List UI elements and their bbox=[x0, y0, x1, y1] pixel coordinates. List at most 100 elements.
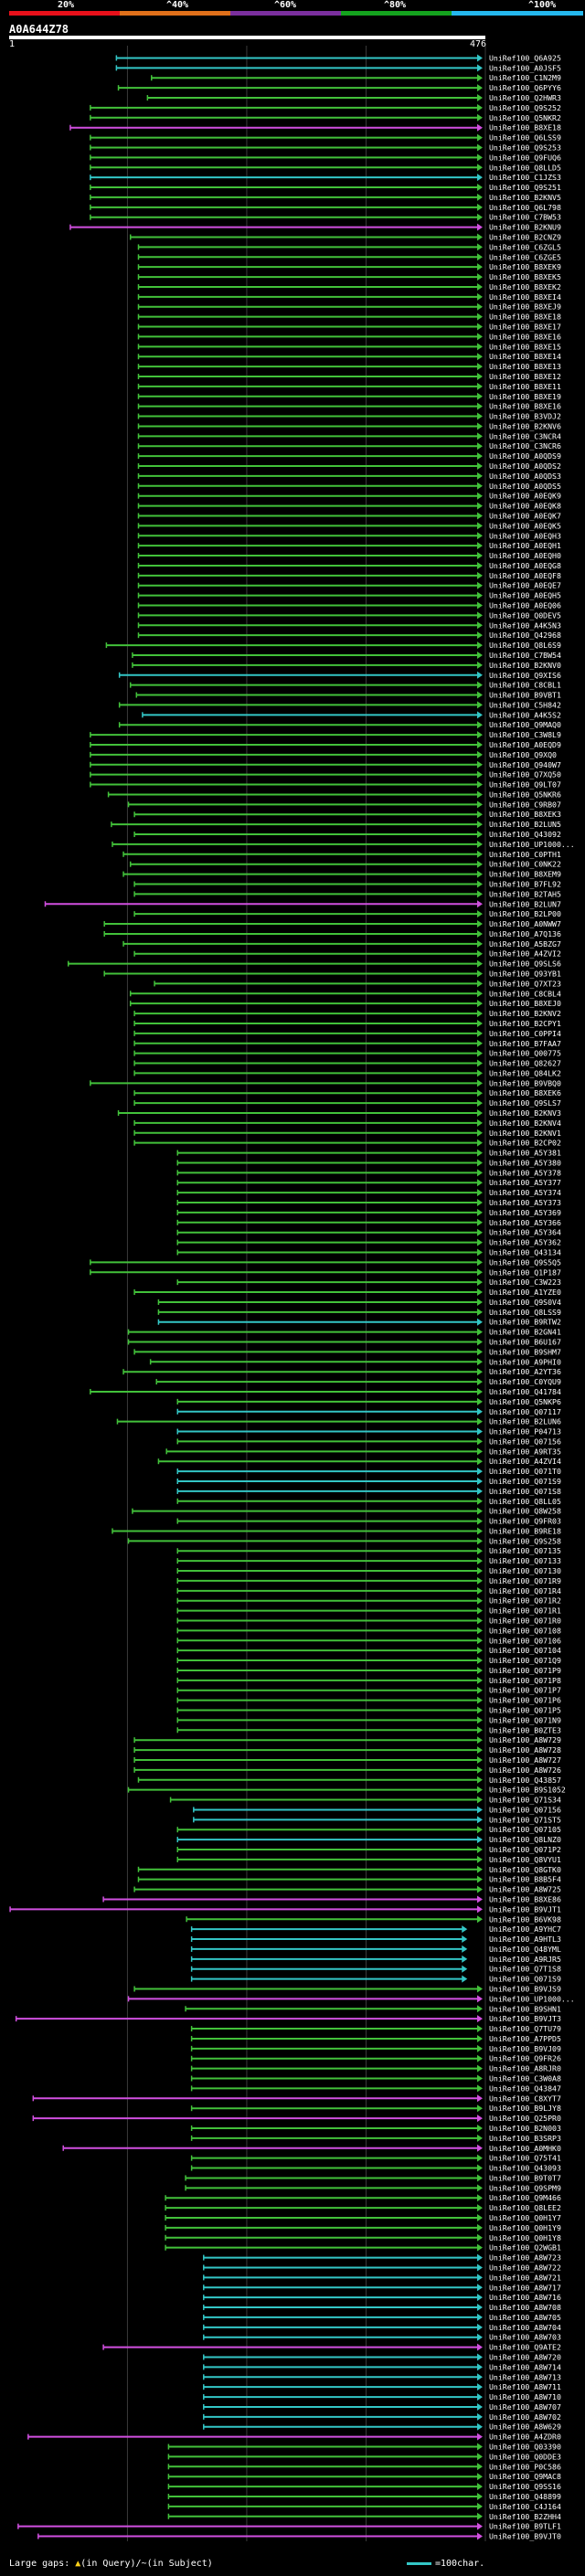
hit-row[interactable]: UniRef100_Q0H1Y8 bbox=[165, 2233, 561, 2242]
hit-row[interactable]: UniRef100_Q9MAC8 bbox=[167, 2472, 561, 2481]
hit-label[interactable]: UniRef100_Q071R9 bbox=[489, 1576, 561, 1585]
hit-row[interactable]: UniRef100_B2ZHH4 bbox=[167, 2512, 561, 2521]
hit-row[interactable]: UniRef100_A8W714 bbox=[203, 2362, 561, 2371]
hit-row[interactable]: UniRef100_A8W723 bbox=[203, 2253, 561, 2263]
hit-label[interactable]: UniRef100_B0ZTE3 bbox=[489, 1725, 561, 1734]
hit-label[interactable]: UniRef100_Q9M466 bbox=[489, 2193, 561, 2202]
hit-label[interactable]: UniRef100_C7BW54 bbox=[489, 651, 561, 660]
hit-row[interactable]: UniRef100_C0PPI4 bbox=[133, 1029, 561, 1038]
hit-label[interactable]: UniRef100_A5Y377 bbox=[489, 1178, 561, 1187]
hit-row[interactable]: UniRef100_A8W716 bbox=[203, 2293, 561, 2302]
hit-row[interactable]: UniRef100_Q9LT07 bbox=[90, 780, 561, 790]
hit-row[interactable]: UniRef100_B8XE13 bbox=[137, 362, 561, 371]
hit-row[interactable]: UniRef100_Q071N9 bbox=[176, 1715, 561, 1724]
hit-label[interactable]: UniRef100_A0QDS3 bbox=[489, 472, 561, 481]
hit-label[interactable]: UniRef100_UP1000... bbox=[489, 840, 575, 849]
hit-row[interactable]: UniRef100_B9SHN1 bbox=[185, 2004, 561, 2013]
hit-label[interactable]: UniRef100_B9RE18 bbox=[489, 1526, 561, 1535]
hit-row[interactable]: UniRef100_Q07104 bbox=[176, 1646, 561, 1655]
hit-row[interactable]: UniRef100_A5Y362 bbox=[176, 1238, 561, 1247]
hit-row[interactable]: UniRef100_Q9SPM9 bbox=[185, 2183, 561, 2192]
hit-label[interactable]: UniRef100_B8XEK3 bbox=[489, 810, 561, 819]
hit-label[interactable]: UniRef100_C0YQU9 bbox=[489, 1377, 561, 1386]
hit-label[interactable]: UniRef100_B2KNU9 bbox=[489, 223, 561, 232]
hit-row[interactable]: UniRef100_B2KNV2 bbox=[133, 1009, 561, 1018]
hit-row[interactable]: UniRef100_A0EQH0 bbox=[137, 551, 561, 560]
hit-row[interactable]: UniRef100_B8XEK9 bbox=[137, 262, 561, 271]
hit-row[interactable]: UniRef100_Q7XT23 bbox=[154, 979, 561, 988]
hit-label[interactable]: UniRef100_A2YT36 bbox=[489, 1367, 561, 1376]
hit-label[interactable]: UniRef100_B9VJT1 bbox=[489, 1904, 561, 1913]
hit-label[interactable]: UniRef100_A0EQH0 bbox=[489, 551, 561, 560]
hit-row[interactable]: UniRef100_B2KNV1 bbox=[133, 1129, 561, 1138]
hit-row[interactable]: UniRef100_Q07130 bbox=[176, 1566, 561, 1575]
hit-row[interactable]: UniRef100_B9LJY8 bbox=[190, 2104, 561, 2113]
hit-label[interactable]: UniRef100_Q7XT23 bbox=[489, 979, 561, 988]
hit-row[interactable]: UniRef100_Q8W258 bbox=[132, 1507, 561, 1516]
hit-label[interactable]: UniRef100_Q43857 bbox=[489, 1776, 561, 1785]
hit-label[interactable]: UniRef100_Q9MAC8 bbox=[489, 2472, 561, 2481]
hit-label[interactable]: UniRef100_A8W729 bbox=[489, 1735, 561, 1744]
hit-label[interactable]: UniRef100_B8XE18 bbox=[489, 313, 561, 322]
hit-label[interactable]: UniRef100_Q9S252 bbox=[489, 103, 561, 112]
hit-label[interactable]: UniRef100_B9S1052 bbox=[489, 1786, 566, 1795]
hit-row[interactable]: UniRef100_Q43093 bbox=[190, 2164, 561, 2173]
hit-row[interactable]: UniRef100_Q71S34 bbox=[169, 1796, 561, 1805]
hit-row[interactable]: UniRef100_B8XE11 bbox=[137, 382, 561, 391]
hit-label[interactable]: UniRef100_Q0DDE3 bbox=[489, 2452, 561, 2461]
hit-row[interactable]: UniRef100_Q071P7 bbox=[176, 1686, 561, 1695]
hit-row[interactable]: UniRef100_A0EQH5 bbox=[137, 591, 561, 600]
hit-row[interactable]: UniRef100_B9TLF1 bbox=[17, 2522, 561, 2531]
hit-row[interactable]: UniRef100_A4ZDR0 bbox=[27, 2433, 561, 2442]
hit-label[interactable]: UniRef100_C4J164 bbox=[489, 2502, 561, 2511]
hit-row[interactable]: UniRef100_B2LUN7 bbox=[44, 899, 561, 908]
hit-label[interactable]: UniRef100_A4K5S2 bbox=[489, 710, 561, 719]
hit-row[interactable]: UniRef100_Q43092 bbox=[133, 830, 561, 839]
hit-row[interactable]: UniRef100_Q43857 bbox=[137, 1776, 561, 1785]
hit-label[interactable]: UniRef100_C6ZGL5 bbox=[489, 242, 561, 251]
hit-row[interactable]: UniRef100_Q9SS16 bbox=[167, 2482, 561, 2491]
hit-label[interactable]: UniRef100_Q9LT07 bbox=[489, 780, 561, 790]
hit-label[interactable]: UniRef100_Q071P2 bbox=[489, 1845, 561, 1854]
hit-row[interactable]: UniRef100_C0PTH1 bbox=[122, 850, 561, 859]
hit-label[interactable]: UniRef100_Q43847 bbox=[489, 2083, 561, 2093]
hit-label[interactable]: UniRef100_Q43134 bbox=[489, 1247, 561, 1256]
hit-row[interactable]: UniRef100_A5Y378 bbox=[176, 1168, 561, 1177]
hit-row[interactable]: UniRef100_B8XE16 bbox=[137, 402, 561, 411]
hit-label[interactable]: UniRef100_B8XE17 bbox=[489, 323, 561, 332]
hit-row[interactable]: UniRef100_A0EQF8 bbox=[137, 571, 561, 580]
hit-label[interactable]: UniRef100_Q071R2 bbox=[489, 1596, 561, 1606]
hit-label[interactable]: UniRef100_B2LP00 bbox=[489, 909, 561, 918]
hit-label[interactable]: UniRef100_B8XE15 bbox=[489, 342, 561, 351]
hit-row[interactable]: UniRef100_B8XEK2 bbox=[137, 282, 561, 292]
hit-label[interactable]: UniRef100_A0QDS2 bbox=[489, 461, 561, 471]
hit-row[interactable]: UniRef100_B8XEK5 bbox=[137, 272, 561, 281]
hit-row[interactable]: UniRef100_Q5NKP6 bbox=[176, 1397, 561, 1406]
hit-row[interactable]: UniRef100_B9T0T7 bbox=[185, 2173, 561, 2182]
hit-label[interactable]: UniRef100_Q8LLD5 bbox=[489, 163, 561, 172]
hit-row[interactable]: UniRef100_Q071R2 bbox=[176, 1596, 561, 1606]
hit-label[interactable]: UniRef100_A8W708 bbox=[489, 2303, 561, 2312]
hit-row[interactable]: UniRef100_UP1000... bbox=[112, 840, 575, 849]
hit-row[interactable]: UniRef100_A8W710 bbox=[203, 2392, 561, 2401]
hit-label[interactable]: UniRef100_Q9XIS6 bbox=[489, 671, 561, 680]
hit-label[interactable]: UniRef100_B8XEJ9 bbox=[489, 302, 561, 312]
hit-label[interactable]: UniRef100_Q071P9 bbox=[489, 1666, 561, 1675]
hit-label[interactable]: UniRef100_Q9SLS6 bbox=[489, 959, 561, 969]
hit-label[interactable]: UniRef100_Q07117 bbox=[489, 1407, 561, 1416]
hit-row[interactable]: UniRef100_B8XE17 bbox=[137, 323, 561, 332]
hit-label[interactable]: UniRef100_A0MHK0 bbox=[489, 2144, 561, 2153]
hit-label[interactable]: UniRef100_A0EQK9 bbox=[489, 492, 561, 501]
hit-label[interactable]: UniRef100_Q07156 bbox=[489, 1436, 561, 1446]
hit-row[interactable]: UniRef100_A8W722 bbox=[203, 2263, 561, 2272]
hit-label[interactable]: UniRef100_Q9S258 bbox=[489, 1536, 561, 1545]
hit-row[interactable]: UniRef100_B2KNV3 bbox=[117, 1108, 561, 1118]
hit-row[interactable]: UniRef100_Q6PYY6 bbox=[117, 83, 561, 92]
hit-label[interactable]: UniRef100_Q82627 bbox=[489, 1059, 561, 1068]
hit-label[interactable]: UniRef100_Q9S253 bbox=[489, 143, 561, 152]
hit-label[interactable]: UniRef100_Q071S9 bbox=[489, 1477, 561, 1486]
hit-row[interactable]: UniRef100_Q93YB1 bbox=[103, 970, 561, 979]
hit-row[interactable]: UniRef100_A0QDS5 bbox=[137, 482, 561, 491]
hit-row[interactable]: UniRef100_A5Y374 bbox=[176, 1188, 561, 1197]
hit-label[interactable]: UniRef100_Q8LEE2 bbox=[489, 2203, 561, 2212]
